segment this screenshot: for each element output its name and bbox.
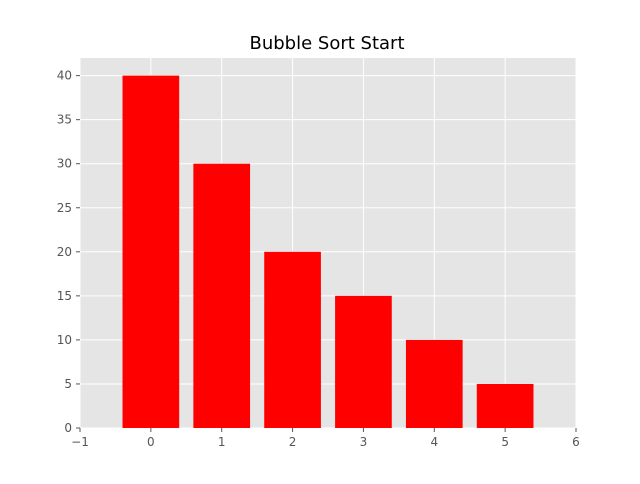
x-tick-label: 2	[289, 435, 297, 449]
x-tick-label: 5	[501, 435, 509, 449]
bars-group	[122, 75, 534, 428]
x-tick-label: −1	[71, 435, 89, 449]
y-tick-label: 20	[57, 245, 72, 259]
y-tick-label: 35	[57, 113, 72, 127]
x-axis: −1 0 1 2 3 4 5 6	[71, 428, 580, 449]
x-tick-label: 6	[572, 435, 580, 449]
bar-3	[335, 295, 392, 428]
y-tick-label: 25	[57, 201, 72, 215]
y-axis: 0 5 10 15 20 25 30 35 40	[57, 69, 80, 435]
bar-1	[193, 163, 251, 428]
y-tick-label: 40	[57, 69, 72, 83]
chart-title: Bubble Sort Start	[250, 33, 405, 54]
y-tick-label: 10	[57, 333, 72, 347]
x-tick-label: 3	[360, 435, 368, 449]
y-tick-label: 5	[64, 377, 72, 391]
bar-5	[476, 383, 534, 428]
x-tick-label: 4	[430, 435, 438, 449]
y-tick-label: 30	[57, 157, 72, 171]
y-tick-label: 15	[57, 289, 72, 303]
bar-2	[264, 251, 321, 428]
bar-4	[405, 339, 463, 428]
x-tick-label: 1	[218, 435, 226, 449]
x-tick-label: 0	[147, 435, 155, 449]
bar-0	[122, 75, 180, 428]
y-tick-label: 0	[64, 421, 72, 435]
